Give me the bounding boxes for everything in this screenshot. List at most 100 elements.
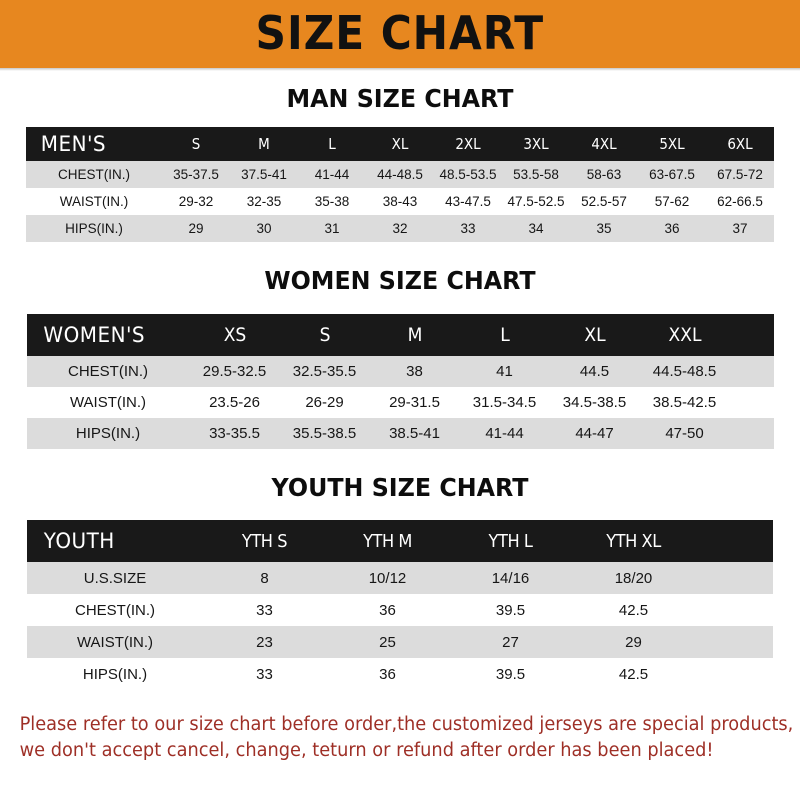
women-r0-c4: 44.5	[579, 363, 610, 380]
men-r0-c6: 58-63	[586, 167, 622, 182]
men-r1-c6: 52.5-57	[581, 194, 627, 209]
youth-row-2-label: WAIST(IN.)	[76, 633, 154, 651]
youth-size-col-spacer	[695, 520, 773, 562]
men-r1-c7: 57-62	[654, 194, 690, 209]
women-size-table: WOMEN'S XS S M L XL XXL CHEST(IN.) 29.5-…	[26, 314, 774, 449]
men-r2-c6: 35	[596, 221, 612, 236]
women-r0-c3: 41	[496, 363, 513, 380]
women-size-col-0: XS	[223, 324, 246, 346]
women-size-col-spacer	[730, 314, 774, 356]
youth-header-label: YOUTH	[43, 529, 115, 553]
youth-r0-c2: 14/16	[491, 569, 530, 587]
order-policy-line-2: we don't accept cancel, change, teturn o…	[19, 740, 714, 762]
table-row: CHEST(IN.) 29.5-32.5 32.5-35.5 38 41 44.…	[26, 356, 774, 387]
women-r2-spacer	[730, 418, 774, 449]
women-r1-c0: 23.5-26	[209, 394, 260, 411]
women-size-col-2: M	[407, 324, 422, 346]
men-r2-c1: 30	[256, 221, 272, 236]
women-r2-c4: 44-47	[575, 425, 614, 442]
youth-r3-c3: 42.5	[618, 665, 649, 683]
order-policy-line-1: Please refer to our size chart before or…	[19, 714, 794, 735]
men-size-col-3: XL	[391, 135, 409, 153]
youth-r1-spacer	[695, 594, 773, 626]
women-r2-c1: 35.5-38.5	[292, 425, 357, 442]
women-r0-c1: 32.5-35.5	[292, 363, 357, 380]
women-r1-c4: 34.5-38.5	[562, 394, 627, 411]
men-r0-c8: 67.5-72	[717, 167, 763, 182]
men-r0-c1: 37.5-41	[241, 167, 287, 182]
women-table-header-row: WOMEN'S XS S M L XL XXL	[26, 314, 774, 356]
women-section-title: WOMEN SIZE CHART	[264, 266, 536, 295]
order-policy-note: Please refer to our size chart before or…	[10, 712, 794, 765]
banner-shadow	[0, 68, 800, 71]
women-r0-spacer	[730, 356, 774, 387]
men-size-col-4: 2XL	[455, 135, 481, 153]
youth-size-col-2: YTH L	[488, 530, 533, 552]
men-size-section: MAN SIZE CHART MEN'S S M L XL 2XL 3XL 4X…	[0, 84, 800, 242]
women-r1-spacer	[730, 387, 774, 418]
youth-r3-c1: 36	[379, 665, 396, 683]
table-row: HIPS(IN.) 33-35.5 35.5-38.5 38.5-41 41-4…	[26, 418, 774, 449]
table-row: HIPS(IN.) 33 36 39.5 42.5	[27, 658, 773, 690]
men-size-col-2: L	[328, 135, 336, 153]
men-size-col-1: M	[258, 135, 270, 153]
men-row-2-label: HIPS(IN.)	[65, 221, 123, 236]
youth-r0-c1: 10/12	[368, 569, 407, 587]
youth-size-col-3: YTH XL	[606, 530, 661, 552]
women-r1-c2: 29-31.5	[389, 394, 440, 411]
men-r1-c1: 32-35	[246, 194, 282, 209]
youth-row-0-label: U.S.SIZE	[83, 569, 147, 587]
youth-row-1-label: CHEST(IN.)	[75, 601, 155, 619]
youth-size-col-1: YTH M	[363, 530, 412, 552]
men-row-0-label: CHEST(IN.)	[58, 167, 130, 182]
men-r0-c3: 44-48.5	[377, 167, 423, 182]
men-r2-c8: 37	[732, 221, 748, 236]
men-header-label: MEN'S	[40, 132, 107, 156]
men-table-header-row: MEN'S S M L XL 2XL 3XL 4XL 5XL 6XL	[26, 127, 774, 161]
women-r0-c0: 29.5-32.5	[202, 363, 267, 380]
table-row: CHEST(IN.) 33 36 39.5 42.5	[27, 594, 773, 626]
women-r1-c1: 26-29	[305, 394, 344, 411]
youth-r2-spacer	[695, 626, 773, 658]
men-size-col-6: 4XL	[591, 135, 617, 153]
women-row-0-label: CHEST(IN.)	[68, 363, 148, 380]
youth-r3-spacer	[695, 658, 773, 690]
women-size-col-5: XXL	[668, 324, 701, 346]
men-r2-c0: 29	[188, 221, 204, 236]
youth-r2-c0: 23	[256, 633, 273, 651]
men-size-col-5: 3XL	[523, 135, 549, 153]
women-r0-c2: 38	[406, 363, 423, 380]
women-size-col-1: S	[319, 324, 330, 346]
table-row: CHEST(IN.) 35-37.5 37.5-41 41-44 44-48.5…	[26, 161, 774, 188]
men-size-col-8: 6XL	[727, 135, 753, 153]
men-r2-c3: 32	[392, 221, 408, 236]
women-size-col-3: L	[499, 324, 510, 346]
women-r1-c5: 38.5-42.5	[652, 394, 717, 411]
youth-r1-c0: 33	[256, 601, 273, 619]
youth-r3-c0: 33	[256, 665, 273, 683]
youth-r2-c3: 29	[625, 633, 642, 651]
women-size-section: WOMEN SIZE CHART WOMEN'S XS S M L XL XXL…	[0, 266, 800, 449]
youth-r1-c2: 39.5	[495, 601, 526, 619]
men-r1-c3: 38-43	[382, 194, 418, 209]
women-r2-c3: 41-44	[485, 425, 524, 442]
youth-section-title: YOUTH SIZE CHART	[271, 473, 529, 502]
table-row: WAIST(IN.) 23.5-26 26-29 29-31.5 31.5-34…	[26, 387, 774, 418]
men-r1-c8: 62-66.5	[717, 194, 763, 209]
men-size-table: MEN'S S M L XL 2XL 3XL 4XL 5XL 6XL CHEST…	[26, 127, 774, 242]
youth-size-section: YOUTH SIZE CHART YOUTH YTH S YTH M YTH L…	[0, 473, 800, 690]
table-row: WAIST(IN.) 29-32 32-35 35-38 38-43 43-47…	[26, 188, 774, 215]
table-row: HIPS(IN.) 29 30 31 32 33 34 35 36 37	[26, 215, 774, 242]
men-row-1-label: WAIST(IN.)	[59, 194, 129, 209]
women-header-label: WOMEN'S	[42, 323, 145, 347]
women-size-col-4: XL	[583, 324, 606, 346]
women-r2-c2: 38.5-41	[389, 425, 440, 442]
women-r1-c3: 31.5-34.5	[472, 394, 537, 411]
youth-row-3-label: HIPS(IN.)	[82, 665, 148, 683]
men-r1-c0: 29-32	[178, 194, 214, 209]
men-r0-c2: 41-44	[314, 167, 350, 182]
women-r2-c0: 33-35.5	[209, 425, 260, 442]
men-size-col-0: S	[191, 135, 201, 153]
men-r2-c2: 31	[324, 221, 340, 236]
youth-r0-c0: 8	[260, 569, 269, 587]
